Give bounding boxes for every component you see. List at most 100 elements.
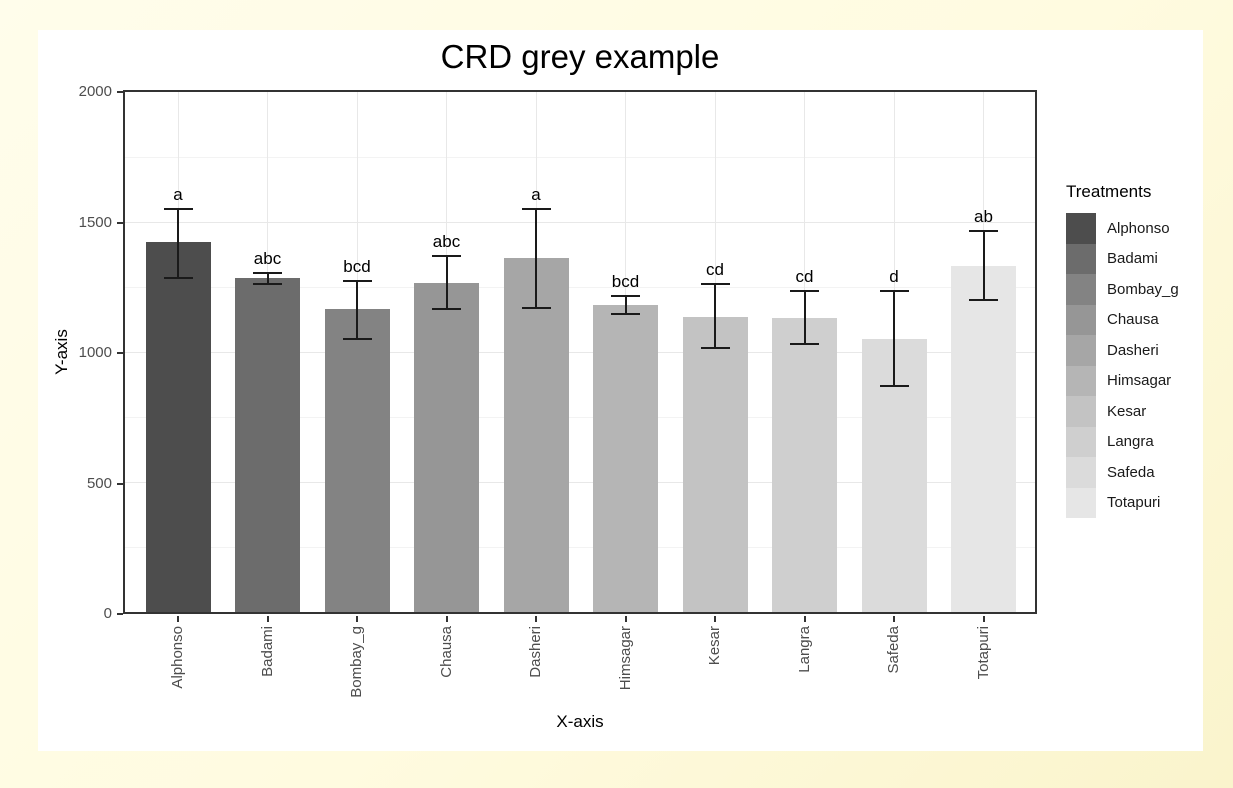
error-bar-line-alphonso xyxy=(177,209,179,278)
y-tick-mark xyxy=(117,221,123,224)
x-tick-mark xyxy=(714,616,716,622)
error-bar-cap-top-bombay_g xyxy=(342,279,372,282)
error-bar-cap-bottom-alphonso xyxy=(163,276,193,279)
y-tick-mark xyxy=(117,482,123,485)
legend-item-himsagar: Himsagar xyxy=(1066,365,1179,396)
error-bar-cap-top-dasheri xyxy=(521,208,551,210)
legend-swatch-himsagar xyxy=(1066,365,1096,396)
error-bar-cap-top-totapuri xyxy=(969,230,998,233)
x-tick-label: Kesar xyxy=(706,626,723,666)
y-tick-label: 1500 xyxy=(78,213,112,231)
sig-letter-safeda: d xyxy=(889,266,899,286)
sig-letter-totapuri: ab xyxy=(974,207,993,227)
error-bar-cap-bottom-dasheri xyxy=(521,306,551,309)
bar-chausa xyxy=(414,283,479,612)
x-tick-label: Badami xyxy=(258,626,276,677)
x-tick-label: Alphonso xyxy=(169,626,186,689)
legend-item-label: Badami xyxy=(1107,250,1158,268)
legend-item-label: Alphonso xyxy=(1107,219,1170,237)
error-bar-line-kesar xyxy=(714,284,716,349)
error-bar-line-badami xyxy=(266,272,269,285)
y-tick-label: 0 xyxy=(103,605,112,622)
x-tick-label: Totapuri xyxy=(974,626,992,680)
error-bar-cap-top-safeda xyxy=(879,289,909,292)
bar-alphonso xyxy=(145,241,211,612)
error-bar-cap-bottom-langra xyxy=(790,343,819,346)
legend-swatch-chausa xyxy=(1066,304,1096,335)
legend-item-bombay_g: Bombay_g xyxy=(1066,274,1179,305)
sig-letter-himsagar: bcd xyxy=(611,272,640,292)
bar-langra xyxy=(772,318,837,612)
error-bar-cap-top-chausa xyxy=(432,254,461,257)
sig-letter-alphonso: a xyxy=(173,185,183,204)
gridline-major-horizontal xyxy=(125,221,1035,223)
x-tick-mark xyxy=(624,616,627,622)
legend-swatch-dasheri xyxy=(1066,335,1096,366)
legend-item-label: Bombay_g xyxy=(1107,280,1179,298)
x-tick-mark xyxy=(356,616,358,622)
error-bar-cap-bottom-badami xyxy=(253,283,282,286)
y-tick-mark xyxy=(117,91,123,93)
x-tick-mark xyxy=(803,616,806,622)
gridline-minor-horizontal xyxy=(125,546,1035,548)
legend-swatch-alphonso xyxy=(1066,213,1096,244)
legend-swatch-bombay_g xyxy=(1066,274,1096,305)
legend-item-label: Totapuri xyxy=(1107,494,1161,512)
error-bar-cap-bottom-chausa xyxy=(432,308,461,311)
x-tick-label: Safeda xyxy=(885,626,902,674)
error-bar-cap-bottom-totapuri xyxy=(969,299,998,301)
error-bar-line-safeda xyxy=(893,290,895,386)
error-bar-line-dasheri xyxy=(535,209,537,308)
bar-totapuri xyxy=(951,266,1016,612)
legend-item-kesar: Kesar xyxy=(1066,396,1179,427)
x-tick-label: Bombay_g xyxy=(348,626,365,698)
legend-item-label: Chausa xyxy=(1107,311,1159,329)
x-tick-label: Chausa xyxy=(437,626,455,678)
legend-item-langra: Langra xyxy=(1066,426,1179,457)
error-bar-line-totapuri xyxy=(982,231,985,300)
legend-swatch-totapuri xyxy=(1066,487,1096,518)
legend-item-dasheri: Dasheri xyxy=(1066,335,1179,366)
x-tick-mark xyxy=(266,616,269,622)
legend-title: Treatments xyxy=(1066,182,1152,201)
sig-letter-chausa: abc xyxy=(432,231,461,251)
legend-item-totapuri: Totapuri xyxy=(1066,487,1179,518)
sig-letter-kesar: cd xyxy=(706,260,724,280)
legend-swatch-langra xyxy=(1066,426,1096,457)
gridline-minor-horizontal xyxy=(125,416,1035,418)
legend-item-chausa: Chausa xyxy=(1066,304,1179,335)
sig-letter-langra: cd xyxy=(795,266,814,286)
legend-item-label: Safeda xyxy=(1107,463,1155,481)
x-tick-mark xyxy=(893,616,895,622)
x-tick-label: Dasheri xyxy=(527,626,544,678)
gridline-minor-horizontal xyxy=(125,286,1035,288)
legend-item-label: Dasheri xyxy=(1107,341,1159,359)
legend-item-alphonso: Alphonso xyxy=(1066,213,1179,244)
bar-badami xyxy=(235,277,300,612)
x-tick-label: Langra xyxy=(795,626,813,673)
bar-kesar xyxy=(682,316,748,612)
bar-himsagar xyxy=(593,305,658,612)
error-bar-line-chausa xyxy=(445,255,448,310)
y-tick-mark xyxy=(117,352,123,354)
legend-swatch-safeda xyxy=(1066,457,1096,488)
y-tick-mark xyxy=(117,613,123,615)
bar-bombay_g xyxy=(324,309,390,612)
legend: Treatments Alphonso Badami Bombay_g Chausa D… xyxy=(1066,182,1179,518)
legend-item-label: Himsagar xyxy=(1107,372,1172,390)
x-tick-mark xyxy=(445,616,448,622)
error-bar-cap-top-badami xyxy=(253,271,282,274)
bar-dasheri xyxy=(503,258,569,612)
x-tick-mark xyxy=(177,616,179,622)
y-tick-label: 1000 xyxy=(78,344,112,361)
plot-card: CRD grey example Y-axis X-axis a abc bcd ab… xyxy=(38,30,1203,751)
x-tick-mark xyxy=(535,616,537,622)
error-bar-cap-bottom-kesar xyxy=(700,347,730,350)
x-tick-mark xyxy=(982,616,985,622)
legend-item-safeda: Safeda xyxy=(1066,457,1179,488)
error-bar-cap-bottom-safeda xyxy=(879,384,909,387)
y-tick-label: 2000 xyxy=(78,83,112,100)
y-tick-label: 500 xyxy=(86,474,112,492)
legend-item-label: Langra xyxy=(1107,433,1154,451)
